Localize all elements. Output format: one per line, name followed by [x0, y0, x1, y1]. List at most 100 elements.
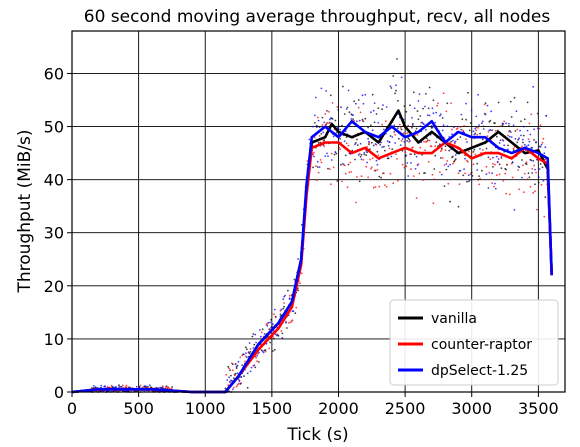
scatter-point — [356, 120, 358, 123]
scatter-point — [272, 323, 274, 326]
scatter-point — [241, 364, 244, 366]
scatter-point — [422, 107, 424, 110]
scatter-point — [523, 118, 526, 121]
scatter-point — [441, 129, 444, 132]
scatter-point — [345, 142, 348, 145]
scatter-point — [275, 334, 278, 337]
scatter-point — [254, 333, 257, 336]
scatter-point — [486, 135, 489, 138]
scatter-point — [273, 308, 276, 311]
scatter-point — [505, 192, 507, 195]
scatter-point — [322, 140, 325, 142]
scatter-point — [509, 100, 512, 103]
scatter-point — [517, 138, 520, 141]
y-tick-label: 40 — [44, 171, 64, 190]
scatter-point — [471, 175, 474, 177]
scatter-point — [385, 106, 388, 108]
scatter-point — [447, 165, 450, 168]
scatter-point — [139, 384, 142, 387]
scatter-point — [439, 157, 442, 159]
scatter-point — [476, 162, 479, 165]
scatter-point — [459, 126, 462, 128]
scatter-point — [503, 144, 506, 147]
scatter-point — [387, 157, 390, 160]
scatter-point — [299, 282, 301, 285]
scatter-point — [492, 156, 494, 159]
scatter-point — [327, 155, 329, 158]
scatter-point — [440, 173, 443, 176]
scatter-point — [507, 134, 509, 137]
scatter-point — [115, 386, 118, 389]
scatter-point — [507, 148, 509, 151]
scatter-point — [440, 147, 443, 150]
scatter-point — [245, 356, 248, 359]
scatter-point — [371, 129, 374, 132]
scatter-point — [496, 160, 499, 163]
scatter-point — [347, 89, 350, 92]
scatter-point — [357, 106, 360, 109]
scatter-point — [526, 101, 529, 104]
scatter-point — [434, 154, 437, 157]
scatter-point — [454, 158, 457, 161]
scatter-point — [357, 99, 360, 101]
scatter-point — [346, 106, 349, 109]
scatter-point — [452, 162, 454, 165]
scatter-point — [383, 145, 385, 148]
scatter-point — [379, 143, 382, 146]
scatter-point — [426, 114, 429, 117]
scatter-point — [368, 140, 370, 143]
scatter-point — [477, 93, 479, 96]
scatter-point — [233, 374, 236, 377]
scatter-point — [401, 163, 404, 166]
scatter-point — [255, 356, 257, 359]
scatter-point — [406, 162, 409, 164]
scatter-point — [518, 188, 521, 191]
scatter-point — [226, 379, 229, 381]
scatter-point — [522, 191, 525, 194]
scatter-point — [525, 145, 528, 148]
scatter-point — [231, 369, 234, 372]
scatter-point — [423, 123, 425, 126]
scatter-point — [481, 122, 483, 125]
scatter-point — [361, 118, 364, 121]
scatter-point — [459, 169, 462, 172]
scatter-point — [138, 386, 141, 389]
scatter-point — [370, 111, 372, 114]
scatter-point — [450, 140, 452, 143]
scatter-point — [326, 152, 328, 155]
scatter-point — [348, 111, 351, 114]
scatter-point — [425, 93, 427, 95]
scatter-point — [479, 177, 481, 180]
scatter-point — [520, 120, 522, 123]
scatter-point — [440, 148, 443, 151]
scatter-point — [387, 144, 390, 147]
scatter-point — [432, 202, 435, 205]
scatter-point — [472, 130, 475, 133]
scatter-point — [317, 171, 320, 174]
scatter-point — [380, 176, 382, 179]
scatter-point — [287, 289, 289, 292]
scatter-point — [297, 289, 299, 292]
scatter-point — [522, 164, 524, 167]
scatter-point — [411, 116, 413, 119]
scatter-point — [359, 111, 362, 114]
scatter-point — [243, 375, 245, 378]
scatter-point — [362, 102, 365, 105]
scatter-point — [536, 208, 538, 211]
scatter-point — [416, 134, 419, 136]
scatter-point — [300, 224, 303, 226]
scatter-point — [360, 158, 363, 161]
scatter-point — [491, 172, 493, 175]
scatter-point — [465, 102, 467, 105]
scatter-point — [135, 385, 138, 388]
scatter-point — [404, 151, 407, 154]
scatter-point — [487, 131, 490, 133]
scatter-point — [333, 153, 336, 156]
scatter-point — [162, 385, 164, 388]
scatter-point — [517, 169, 520, 172]
scatter-point — [328, 168, 331, 171]
scatter-point — [370, 166, 373, 169]
legend-box — [389, 299, 559, 386]
scatter-point — [453, 126, 455, 129]
